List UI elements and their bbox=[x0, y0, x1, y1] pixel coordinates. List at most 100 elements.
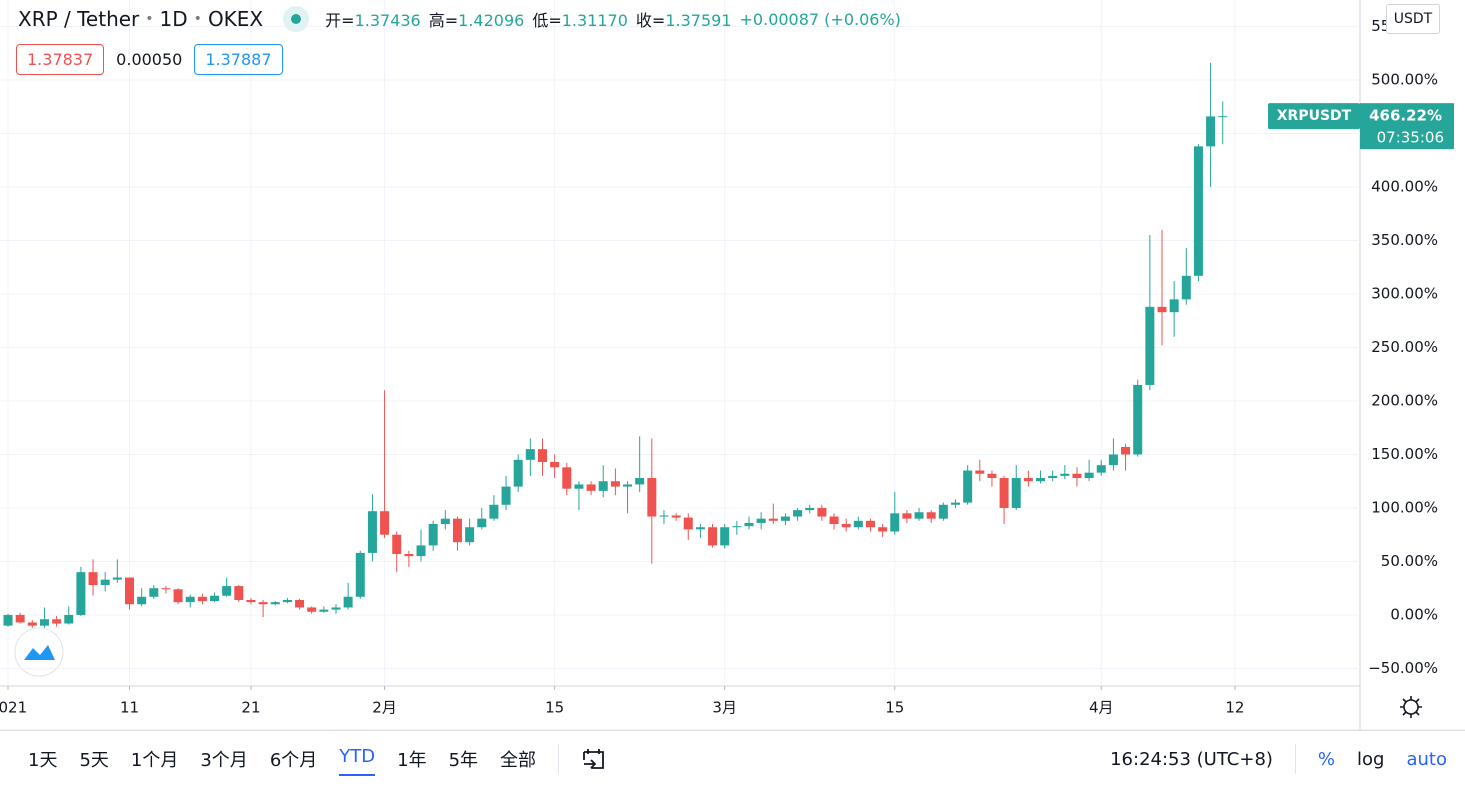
candle-body bbox=[1048, 475, 1058, 479]
candle-body bbox=[234, 586, 244, 600]
range-button[interactable]: 1年 bbox=[397, 750, 427, 771]
y-tick-label: 400.00% bbox=[1371, 178, 1438, 196]
candle-body bbox=[64, 614, 74, 624]
candle-body bbox=[938, 504, 948, 519]
candle-body bbox=[161, 588, 171, 590]
candle-body bbox=[708, 527, 718, 546]
range-button[interactable]: 1天 bbox=[28, 750, 58, 771]
x-tick-label: 12 bbox=[1225, 699, 1244, 717]
x-tick-label: 3月 bbox=[712, 699, 737, 717]
quote: 1.37837 0.00050 1.37887 bbox=[16, 44, 283, 75]
range-button[interactable]: 5年 bbox=[448, 750, 479, 771]
candle-body bbox=[222, 586, 232, 596]
y-tick-label: 250.00% bbox=[1371, 338, 1438, 356]
candle-body bbox=[671, 515, 681, 518]
candle-body bbox=[1108, 454, 1118, 466]
candle-body bbox=[695, 527, 705, 530]
buy-price[interactable]: 1.37887 bbox=[194, 44, 283, 75]
x-tick-label: 11 bbox=[120, 699, 139, 717]
candle-body bbox=[39, 619, 49, 626]
goto-date-icon[interactable] bbox=[581, 746, 607, 772]
ohlc-label: 开= bbox=[325, 11, 355, 30]
clock[interactable]: 16:24:53 (UTC+8) bbox=[1110, 748, 1273, 770]
candle-body bbox=[525, 449, 535, 460]
candle-body bbox=[1181, 275, 1191, 300]
candle-body bbox=[27, 622, 37, 626]
candle-body bbox=[1193, 146, 1203, 276]
candle-body bbox=[15, 614, 25, 623]
candle-body bbox=[562, 467, 572, 489]
x-tick-label: 21 bbox=[241, 699, 260, 717]
candle-body bbox=[610, 481, 620, 487]
candle-body bbox=[865, 520, 875, 528]
candle-body bbox=[950, 502, 960, 505]
candle-body bbox=[574, 484, 584, 489]
ohlc-label: 收= bbox=[635, 11, 666, 30]
ohlc-value: 1.31170 bbox=[561, 11, 628, 30]
range-button[interactable]: 3个月 bbox=[200, 750, 248, 771]
x-tick-label: 4月 bbox=[1089, 699, 1114, 717]
candle-body bbox=[258, 602, 268, 605]
candle-body bbox=[1060, 473, 1070, 476]
candle-body bbox=[890, 513, 900, 532]
candle-body bbox=[975, 470, 985, 474]
candle-body bbox=[1169, 299, 1179, 313]
range-button[interactable]: 6个月 bbox=[269, 750, 318, 771]
sell-price[interactable]: 1.37837 bbox=[16, 44, 105, 75]
candle-body bbox=[1072, 473, 1082, 479]
candle-body bbox=[246, 599, 256, 603]
y-tick-label: −50.00% bbox=[1368, 659, 1438, 677]
candle-body bbox=[926, 512, 936, 519]
candle-body bbox=[635, 478, 645, 485]
scale-option[interactable]: auto bbox=[1406, 748, 1447, 770]
candle-body bbox=[124, 577, 134, 605]
exchange: OKEX bbox=[207, 7, 264, 31]
candle-body bbox=[1218, 116, 1228, 118]
range-button[interactable]: 全部 bbox=[500, 750, 537, 771]
interval[interactable]: 1D bbox=[159, 7, 188, 31]
candle-body bbox=[914, 512, 924, 519]
symbol[interactable]: XRP / Tether bbox=[18, 7, 140, 31]
range-button[interactable]: YTD bbox=[339, 742, 376, 776]
candle-body bbox=[513, 459, 523, 487]
ohlc-item: 高=1.42096 bbox=[429, 7, 525, 31]
ohlc-value: 1.37591 bbox=[665, 11, 732, 30]
candle-body bbox=[465, 527, 475, 543]
candle-body bbox=[659, 515, 669, 517]
range-button[interactable]: 1个月 bbox=[130, 750, 179, 771]
x-tick-label: 2021 bbox=[0, 699, 27, 717]
ohlc-value: 1.37436 bbox=[354, 11, 421, 30]
candle-body bbox=[878, 527, 888, 532]
candle-body bbox=[452, 518, 462, 543]
candle-body bbox=[1157, 306, 1167, 313]
candle-body bbox=[173, 589, 183, 603]
candle-body bbox=[185, 596, 195, 603]
candle-body bbox=[598, 481, 608, 491]
y-tick-label: 100.00% bbox=[1371, 498, 1438, 516]
scale-option[interactable]: % bbox=[1317, 748, 1336, 770]
candle-body bbox=[756, 518, 766, 523]
ohlc-item: 收=1.37591 bbox=[636, 7, 732, 31]
separator bbox=[558, 744, 560, 774]
scale-option[interactable]: log bbox=[1357, 748, 1385, 770]
currency-button[interactable]: USDT bbox=[1386, 4, 1440, 34]
market-status bbox=[283, 6, 310, 32]
candle-body bbox=[683, 517, 693, 530]
candle-body bbox=[999, 478, 1009, 508]
settings-icon[interactable] bbox=[1400, 696, 1422, 718]
candle-body bbox=[489, 504, 499, 519]
candle-body bbox=[319, 609, 329, 612]
candle-body bbox=[100, 579, 110, 586]
candle-body bbox=[295, 599, 305, 608]
range-button[interactable]: 5天 bbox=[79, 750, 109, 771]
candle-body bbox=[987, 473, 997, 479]
candle-body bbox=[1023, 478, 1033, 482]
scale-options: % log auto bbox=[1318, 749, 1447, 770]
x-tick-label: 2月 bbox=[372, 699, 397, 717]
spread: 0.00050 bbox=[116, 50, 183, 69]
candle-body bbox=[1121, 446, 1131, 455]
candle-body bbox=[793, 510, 803, 517]
candle-body bbox=[1011, 478, 1021, 508]
candle-body bbox=[963, 470, 973, 503]
candle-body bbox=[829, 516, 839, 525]
